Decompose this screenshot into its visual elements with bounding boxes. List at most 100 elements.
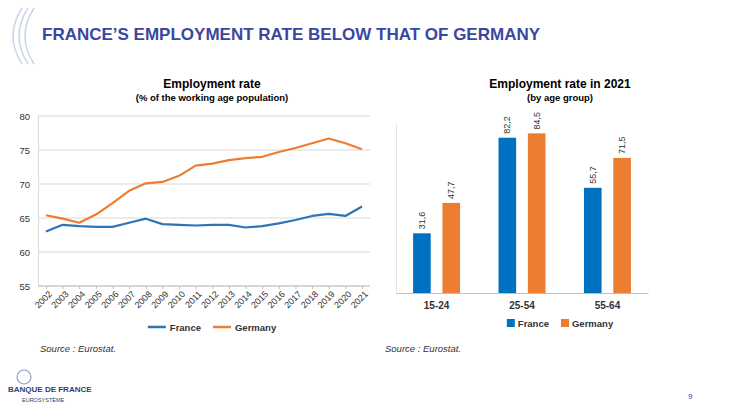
data-labels: 31,682,255,747,784,571,5 [417, 112, 627, 229]
x-tick: 2007 [116, 286, 137, 310]
x-tick: 25-54 [509, 293, 535, 311]
legend-label: Germany [572, 318, 614, 329]
x-tick-label: 2004 [66, 289, 87, 310]
y-axis [396, 124, 397, 294]
data-label: 31,6 [417, 212, 427, 230]
y-tick-label: 55 [19, 281, 30, 292]
x-tick: 2006 [99, 286, 120, 310]
data-label: 84,5 [532, 112, 542, 130]
x-tick: 2008 [133, 286, 154, 310]
plot [46, 138, 362, 231]
x-tick-label: 2011 [183, 289, 204, 310]
chart-title: Employment rate in 2021 [489, 77, 631, 91]
x-tick-label: 15-24 [424, 300, 450, 311]
grid-line [38, 286, 370, 287]
bar [442, 203, 460, 293]
slide-title: FRANCE’S EMPLOYMENT RATE BELOW THAT OF G… [42, 25, 541, 44]
legend-swatch [507, 319, 515, 327]
decoration [13, 8, 34, 64]
y-tick-label: 75 [19, 145, 30, 156]
x-tick: 55-64 [595, 293, 621, 311]
series-line [46, 138, 362, 222]
x-axis: 2002200320042005200620072008200920102011… [33, 286, 370, 310]
x-tick: 2014 [232, 286, 253, 310]
grid [38, 116, 370, 286]
legend-label: France [518, 318, 549, 329]
logo-text: BANQUE DE FRANCE [8, 385, 92, 394]
data-label: 55,7 [588, 166, 598, 184]
logo-emblem [17, 370, 31, 384]
source: Source : Eurostat. [385, 343, 461, 354]
data-label: 47,7 [446, 181, 456, 199]
y-tick: 65 [19, 213, 38, 224]
x-tick: 2010 [166, 286, 187, 310]
arc [19, 8, 28, 64]
x-tick: 2004 [66, 286, 87, 310]
grid-line [38, 116, 370, 117]
x-tick-label: 2018 [299, 289, 320, 310]
series-line [46, 206, 362, 231]
slide: FRANCE’S EMPLOYMENT RATE BELOW THAT OF G… [0, 0, 730, 410]
legend-swatch [213, 326, 231, 329]
arc [13, 8, 22, 64]
x-tick-label: 2020 [332, 289, 353, 310]
x-tick-label: 2014 [232, 289, 253, 310]
y-tick-label: 70 [19, 179, 30, 190]
grid-line [38, 252, 370, 253]
legend-swatch [561, 319, 569, 327]
legend-label: France [170, 322, 201, 333]
bar [528, 133, 546, 293]
page-number: 9 [688, 392, 693, 401]
y-axis: 556065707580 [19, 111, 38, 292]
x-tick-label: 2012 [199, 289, 220, 310]
axis-line [397, 293, 649, 294]
x-tick-label: 2016 [266, 289, 287, 310]
x-tick-label: 25-54 [509, 300, 535, 311]
grid-line [38, 150, 370, 151]
bar [613, 158, 631, 293]
x-tick: 2018 [299, 286, 320, 310]
x-tick: 2013 [216, 286, 237, 310]
axis-line [396, 124, 397, 294]
chart: Employment rate(% of the working age pop… [19, 77, 370, 354]
bar [499, 138, 517, 293]
x-tick: 2003 [49, 286, 70, 310]
y-tick-label: 65 [19, 213, 30, 224]
x-tick-label: 2019 [316, 289, 337, 310]
y-tick-label: 60 [19, 247, 30, 258]
y-tick: 55 [19, 281, 38, 292]
x-tick-label: 2008 [133, 289, 154, 310]
x-tick: 2017 [282, 286, 303, 310]
chart: Employment rate in 2021(by age group) 31,… [385, 77, 649, 354]
x-tick: 2016 [266, 286, 287, 310]
legend-swatch [148, 326, 166, 329]
x-tick: 15-24 [424, 293, 450, 311]
chart-subtitle: (by age group) [527, 92, 593, 103]
x-tick-label: 2007 [116, 289, 137, 310]
y-tick: 60 [19, 247, 38, 258]
logo-subtitle: EUROSYSTÈME [22, 397, 65, 403]
x-tick-label: 2002 [33, 289, 54, 310]
arc [25, 8, 34, 64]
axis-line [38, 286, 370, 287]
y-tick: 70 [19, 179, 38, 190]
chart-subtitle: (% of the working age population) [136, 92, 289, 103]
x-tick-label: 2021 [349, 289, 370, 310]
logo: BANQUE DE FRANCE EUROSYSTÈME [8, 370, 92, 403]
x-tick: 2019 [316, 286, 337, 310]
legend-label: Germany [235, 322, 277, 333]
legend: France Germany [148, 322, 277, 333]
legend-item: France [148, 322, 201, 333]
axis-line [38, 117, 39, 287]
x-tick: 2012 [199, 286, 220, 310]
legend-item: Germany [561, 318, 614, 329]
x-tick-label: 2005 [83, 289, 104, 310]
x-tick-label: 2015 [249, 289, 270, 310]
bar [584, 188, 602, 293]
x-tick-label: 2017 [282, 289, 303, 310]
bar [413, 233, 431, 293]
x-tick: 2020 [332, 286, 353, 310]
legend-item: Germany [213, 322, 277, 333]
y-tick: 75 [19, 145, 38, 156]
x-axis: 15-24 25-54 55-64 [397, 293, 649, 311]
